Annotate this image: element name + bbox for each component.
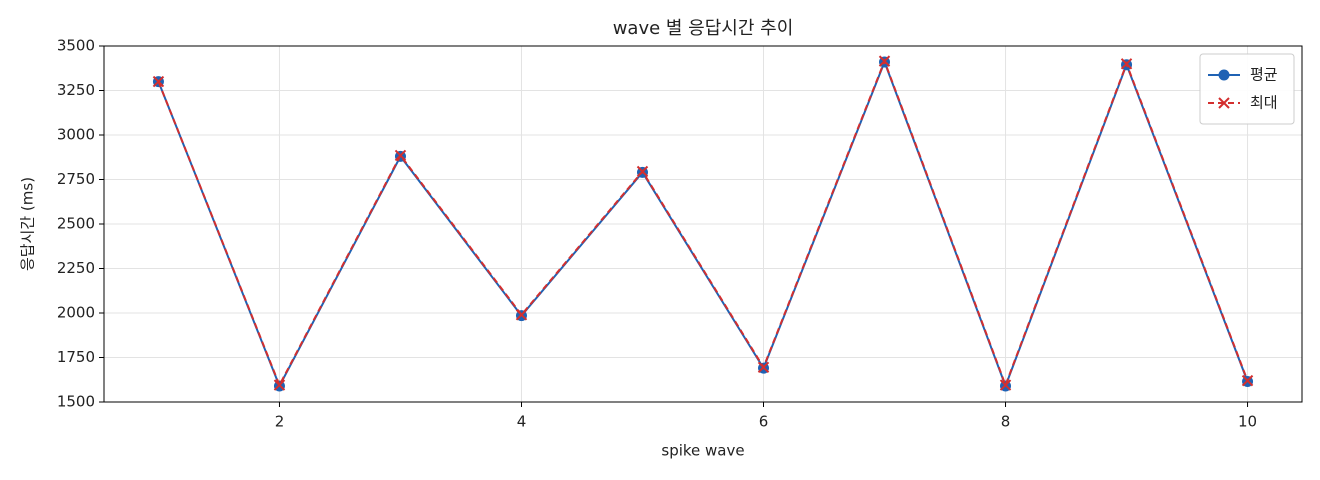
point-marker <box>878 55 891 67</box>
point-marker <box>999 379 1012 391</box>
legend-label: 최대 <box>1250 94 1278 112</box>
point-marker <box>152 75 165 88</box>
point-marker <box>394 149 407 162</box>
x-tick-label: 4 <box>517 413 527 431</box>
x-tick-label: 8 <box>1001 413 1011 431</box>
legend-marker <box>1218 97 1230 109</box>
point-marker <box>515 309 528 321</box>
y-tick-label: 3000 <box>57 126 95 144</box>
point-marker <box>273 379 286 391</box>
y-tick-label: 2500 <box>57 215 95 233</box>
series-line <box>157 58 1249 388</box>
point-marker <box>757 361 770 373</box>
y-tick-label: 2750 <box>57 170 95 188</box>
y-tick-label: 1500 <box>57 393 95 411</box>
legend-label: 평균 <box>1250 66 1278 84</box>
x-tick-label: 10 <box>1238 413 1257 431</box>
plot-frame <box>103 45 1303 403</box>
y-tick-label: 3500 <box>57 37 95 55</box>
y-tick-label: 2250 <box>57 259 95 277</box>
y-tick-label: 3250 <box>57 81 95 99</box>
legend-marker <box>1218 69 1230 81</box>
point-marker <box>636 165 649 178</box>
chart-title: wave 별 응답시간 추이 <box>613 18 794 39</box>
point-marker <box>1120 58 1133 70</box>
x-tick-label: 6 <box>759 413 769 431</box>
x-tick-label: 2 <box>275 413 285 431</box>
y-axis-label: 응답시간 (ms) <box>19 177 37 271</box>
point-marker <box>1241 374 1254 387</box>
x-axis-label: spike wave <box>661 442 744 460</box>
y-tick-label: 2000 <box>57 304 95 322</box>
legend-box <box>1199 53 1295 125</box>
y-tick-label: 1750 <box>57 348 95 366</box>
